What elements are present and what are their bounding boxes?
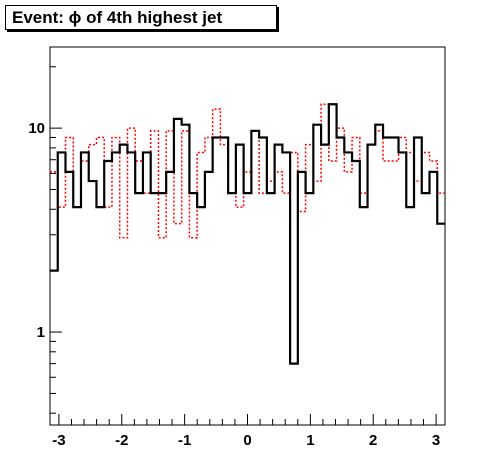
x-tick-label: 2 <box>369 432 377 449</box>
x-tick-label: 0 <box>243 432 251 449</box>
plot-frame <box>49 46 446 426</box>
y-tick-label: 1 <box>37 324 45 341</box>
x-tick-label: 1 <box>306 432 314 449</box>
axis-ticks <box>50 66 437 425</box>
series-layer <box>50 103 445 365</box>
series-red-dotted <box>50 103 445 239</box>
series-black-solid <box>50 103 445 365</box>
x-tick-label: 3 <box>432 432 440 449</box>
x-tick-label: -2 <box>115 432 128 449</box>
tick-labels: -3 -2 -1 0 1 2 3 1 10 <box>28 120 440 449</box>
y-tick-label: 10 <box>28 120 45 137</box>
chart-title: Event: ϕ of 4th highest jet <box>5 5 277 30</box>
x-tick-label: -1 <box>178 432 191 449</box>
x-tick-label: -3 <box>52 432 65 449</box>
